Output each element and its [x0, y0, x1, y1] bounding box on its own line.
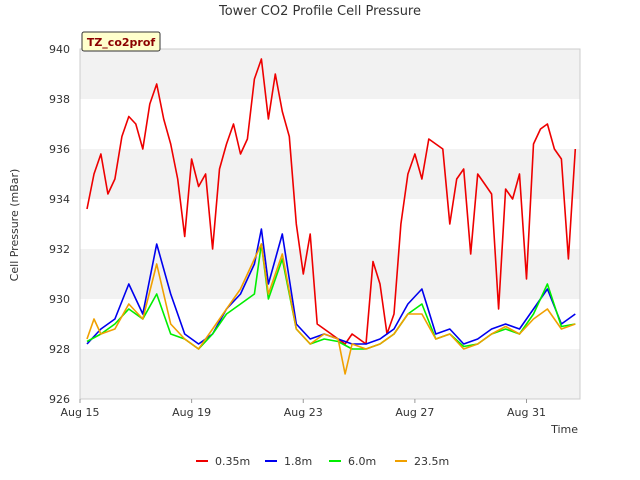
y-tick-label: 934: [49, 193, 70, 206]
x-tick-label: Aug 15: [61, 406, 100, 419]
grid-band: [80, 349, 580, 399]
y-tick-label: 928: [49, 343, 70, 356]
series-line-23_5m: [86, 243, 576, 375]
y-tick-label: 932: [49, 243, 70, 256]
legend-label: 6.0m: [348, 455, 376, 468]
site-tag-label: TZ_co2prof: [87, 36, 156, 49]
y-tick-label: 940: [49, 43, 70, 56]
x-axis: Aug 15 Aug 19 Aug 23 Aug 27 Aug 31: [61, 399, 546, 419]
legend-label: 23.5m: [414, 455, 449, 468]
y-tick-label: 926: [49, 393, 70, 406]
y-axis: 926 928 930 932 934 936 938 940: [49, 43, 70, 406]
y-tick-label: 936: [49, 143, 70, 156]
background-bands: [80, 49, 580, 399]
series-layer: [86, 58, 577, 375]
legend: 0.35m 1.8m 6.0m 23.5m: [196, 455, 449, 468]
grid-band: [80, 49, 580, 99]
series-line-0_35m: [86, 58, 577, 345]
legend-label: 1.8m: [284, 455, 312, 468]
plot-frame: [79, 48, 581, 400]
y-axis-label: Cell Pressure (mBar): [8, 169, 21, 282]
grid-band: [80, 149, 580, 199]
y-tick-label: 930: [49, 293, 70, 306]
site-tag: TZ_co2prof: [81, 31, 161, 52]
x-tick-label: Aug 19: [172, 406, 211, 419]
legend-label: 0.35m: [215, 455, 250, 468]
x-tick-label: Aug 27: [395, 406, 434, 419]
site-tag-box: [81, 31, 161, 52]
x-tick-label: Aug 23: [284, 406, 323, 419]
x-tick-label: Aug 31: [507, 406, 546, 419]
chart-title: Tower CO2 Profile Cell Pressure: [218, 4, 421, 19]
y-tick-label: 938: [49, 93, 70, 106]
x-axis-label: Time: [550, 423, 578, 436]
